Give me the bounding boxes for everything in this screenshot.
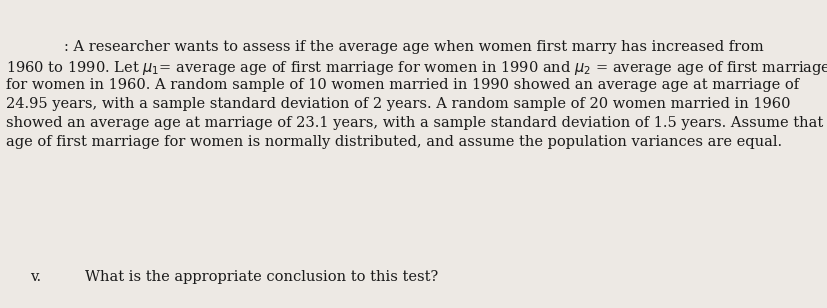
Text: v.: v. bbox=[30, 270, 41, 284]
Text: age of first marriage for women is normally distributed, and assume the populati: age of first marriage for women is norma… bbox=[6, 135, 782, 149]
Text: 24.95 years, with a sample standard deviation of 2 years. A random sample of 20 : 24.95 years, with a sample standard devi… bbox=[6, 97, 790, 111]
Text: What is the appropriate conclusion to this test?: What is the appropriate conclusion to th… bbox=[85, 270, 437, 284]
Text: : A researcher wants to assess if the average age when women first marry has inc: : A researcher wants to assess if the av… bbox=[64, 40, 763, 54]
Text: 1960 to 1990. Let $\mu_1$= average age of first marriage for women in 1990 and $: 1960 to 1990. Let $\mu_1$= average age o… bbox=[6, 59, 827, 77]
Text: for women in 1960. A random sample of 10 women married in 1990 showed an average: for women in 1960. A random sample of 10… bbox=[6, 78, 798, 92]
Text: showed an average age at marriage of 23.1 years, with a sample standard deviatio: showed an average age at marriage of 23.… bbox=[6, 116, 822, 130]
